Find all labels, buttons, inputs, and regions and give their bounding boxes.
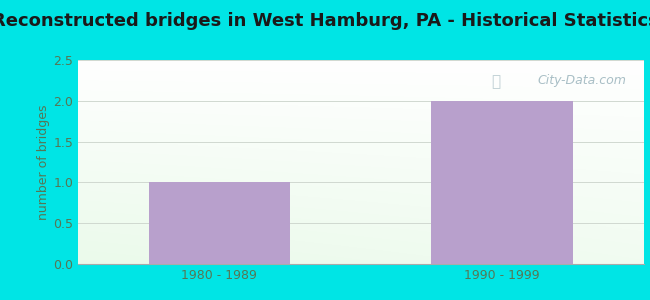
Bar: [149, 182, 290, 264]
Text: City-Data.com: City-Data.com: [538, 74, 627, 87]
Text: Reconstructed bridges in West Hamburg, PA - Historical Statistics: Reconstructed bridges in West Hamburg, P…: [0, 12, 650, 30]
Text: ⓘ: ⓘ: [491, 74, 500, 89]
Y-axis label: number of bridges: number of bridges: [37, 104, 50, 220]
Bar: [432, 101, 573, 264]
